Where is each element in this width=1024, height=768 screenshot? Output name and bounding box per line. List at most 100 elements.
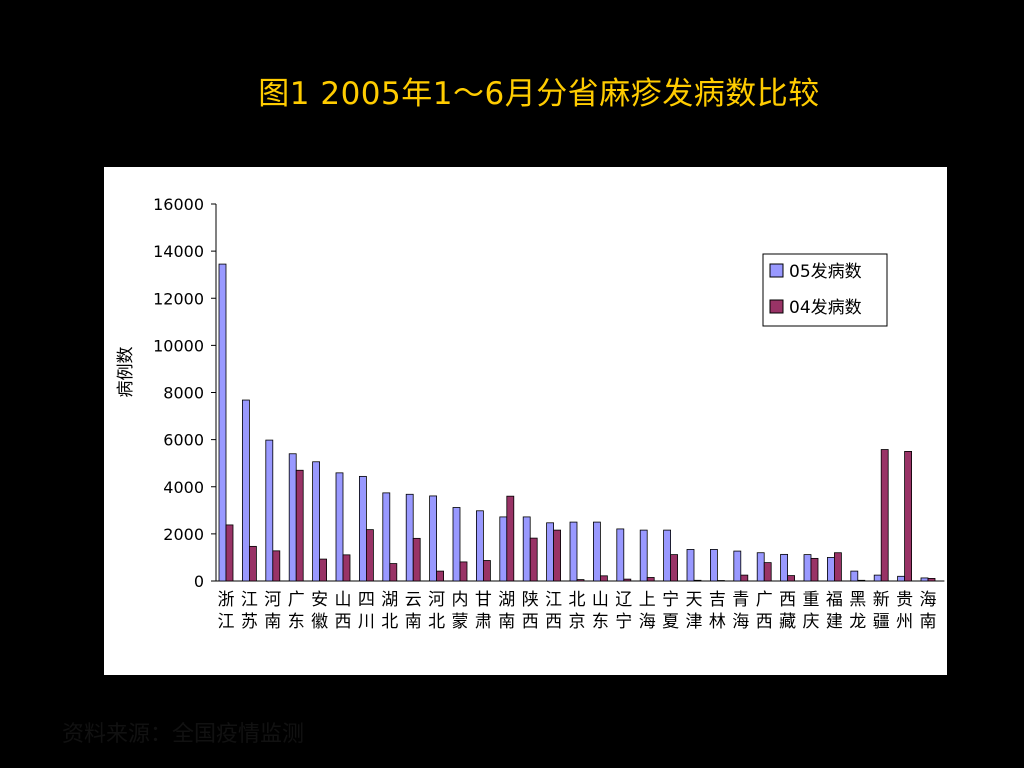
x-tick-label: 江西: [545, 590, 562, 632]
bar-2004: [740, 574, 749, 582]
x-axis-labels: 浙江江苏河南广东安徽山西四川湖北云南河北内蒙甘肃湖南陕西江西北京山东辽宁上海宁夏…: [218, 590, 937, 632]
bar-2004: [763, 562, 772, 582]
bar-2004: [787, 575, 795, 582]
y-tick-label: 14000: [153, 242, 204, 261]
x-tick-label: 辽宁: [615, 590, 632, 632]
bar-2005: [920, 577, 929, 582]
y-tick-label: 8000: [163, 384, 204, 403]
x-tick-label: 天津: [686, 590, 703, 632]
chart-panel: 0 2000 4000 6000 8000 10000 12000 14000 16000 浙江…: [104, 167, 947, 675]
bar-2004: [342, 554, 351, 582]
bar-2004: [248, 545, 257, 582]
y-tick-label: 16000: [153, 195, 204, 214]
bar-2004: [857, 579, 866, 582]
x-tick-label: 江苏: [241, 590, 258, 632]
bar-2005: [616, 528, 625, 582]
x-tick-label: 新疆: [873, 590, 890, 632]
bar-2005: [827, 557, 835, 582]
x-tick-label: 陕西: [522, 590, 539, 632]
bar-2004: [623, 578, 632, 582]
x-tick-label: 重庆: [803, 590, 820, 632]
bar-2004: [904, 451, 912, 582]
x-tick-label: 四川: [358, 590, 375, 632]
bar-2005: [897, 575, 905, 582]
x-tick-label: 吉林: [709, 590, 726, 632]
x-tick-label: 广西: [756, 590, 773, 632]
bar-2005: [312, 461, 321, 582]
legend-label-2005: 05发病数: [789, 262, 862, 282]
bar-2005: [780, 553, 788, 582]
x-tick-label: 贵州: [896, 590, 913, 632]
bar-2005: [241, 399, 250, 582]
bar-2004: [693, 579, 702, 582]
bar-2005: [803, 554, 812, 582]
source-note: 资料来源：全国疫情监测: [62, 722, 305, 747]
bar-2005: [850, 570, 859, 582]
bar-2004: [529, 537, 538, 582]
x-tick-label: 青海: [732, 590, 749, 632]
x-tick-label: 山东: [592, 590, 609, 632]
x-tick-label: 河南: [264, 590, 281, 632]
x-tick-label: 海南: [920, 590, 937, 632]
x-tick-label: 山西: [335, 590, 352, 632]
x-tick-label: 河北: [428, 590, 445, 632]
x-tick-label: 甘肃: [475, 590, 492, 632]
x-tick-label: 广东: [288, 590, 305, 632]
x-tick-label: 北京: [569, 590, 586, 632]
bar-2005: [522, 516, 531, 582]
bar-2005: [592, 521, 601, 582]
x-tick-label: 黑龙: [849, 590, 866, 632]
bar-2005: [265, 439, 274, 582]
legend-swatch-2004: [769, 299, 784, 314]
y-tick-label: 4000: [163, 478, 204, 497]
x-tick-label: 云南: [405, 590, 422, 632]
bar-2004: [459, 561, 468, 582]
bar-2004: [834, 552, 842, 582]
bar-2004: [482, 560, 491, 582]
bar-2005: [569, 521, 578, 582]
x-tick-label: 西藏: [779, 590, 796, 632]
legend-swatch-2005: [769, 263, 784, 278]
bar-2005: [686, 549, 695, 582]
bar-2004: [319, 558, 328, 582]
bar-2004: [717, 580, 725, 582]
x-tick-label: 安徽: [311, 590, 328, 632]
bar-2005: [499, 516, 508, 582]
bar-2005: [710, 549, 718, 582]
bar-2005: [639, 529, 648, 582]
bar-2004: [272, 550, 281, 582]
bar-2004: [436, 570, 445, 582]
bar-2005: [335, 472, 344, 582]
legend-label-2004: 04发病数: [789, 298, 862, 318]
x-tick-label: 福建: [826, 590, 843, 632]
bar-2005: [288, 453, 297, 582]
y-axis-label: 病例数: [116, 347, 136, 398]
x-tick-label: 上海: [639, 590, 656, 632]
bar-2005: [475, 510, 484, 582]
bar-2005: [663, 529, 671, 582]
bar-2005: [429, 495, 438, 582]
bar-2005: [405, 493, 414, 582]
bar-2004: [365, 529, 374, 582]
x-tick-label: 湖北: [381, 590, 398, 632]
y-tick-label: 6000: [163, 431, 204, 450]
bar-2004: [880, 449, 889, 582]
y-axis-ticks: 0 2000 4000 6000 8000 10000 12000 14000 16000: [153, 195, 216, 591]
y-tick-label: 2000: [163, 525, 204, 544]
bar-2005: [756, 552, 765, 582]
y-tick-label: 12000: [153, 289, 204, 308]
bar-2005: [358, 475, 367, 582]
chart-bars: [218, 263, 936, 582]
y-tick-label: 10000: [153, 336, 204, 355]
bar-2005: [873, 574, 882, 582]
bar-2004: [576, 579, 585, 582]
chart-legend: 05发病数 04发病数: [762, 253, 888, 327]
x-tick-label: 浙江: [218, 590, 235, 632]
bar-2004: [670, 554, 678, 582]
bar-chart: 0 2000 4000 6000 8000 10000 12000 14000 16000 浙江…: [116, 195, 945, 632]
bar-2004: [506, 495, 515, 582]
bar-2004: [553, 529, 562, 582]
bar-2004: [295, 469, 304, 582]
bar-2004: [810, 557, 819, 582]
slide-title: 图1 2005年1～6月分省麻疹发病数比较: [258, 76, 820, 112]
